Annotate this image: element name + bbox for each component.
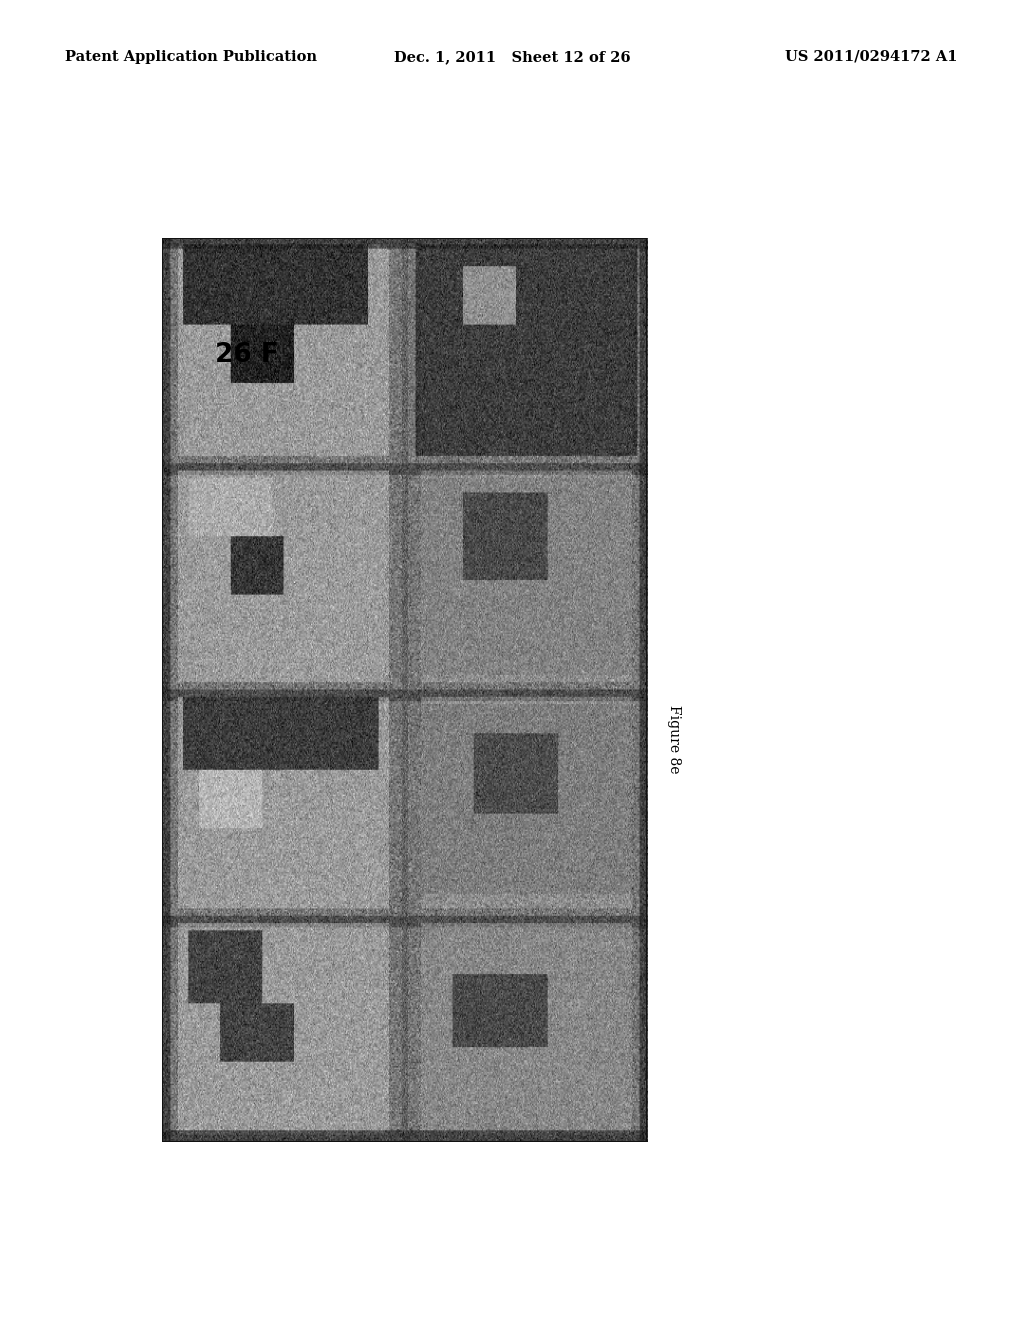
Bar: [162, 238, 647, 1142]
Text: Figure 8e: Figure 8e: [667, 705, 681, 774]
Text: Dec. 1, 2011   Sheet 12 of 26: Dec. 1, 2011 Sheet 12 of 26: [393, 50, 631, 63]
Text: Patent Application Publication: Patent Application Publication: [65, 50, 316, 63]
Text: US 2011/0294172 A1: US 2011/0294172 A1: [785, 50, 957, 63]
Text: 26 F: 26 F: [215, 342, 279, 367]
